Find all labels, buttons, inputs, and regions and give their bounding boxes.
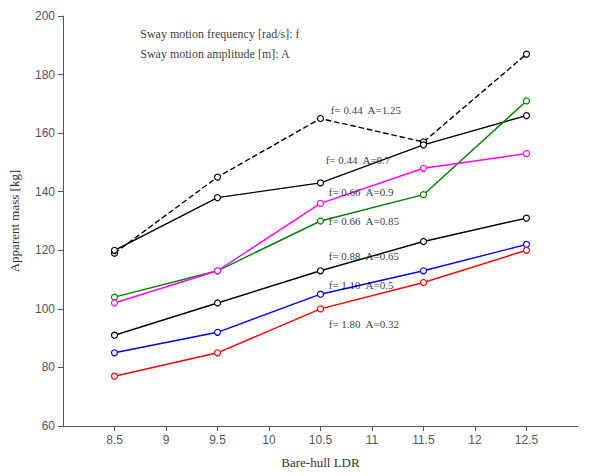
svg-text:9.5: 9.5	[209, 433, 226, 447]
svg-text:12: 12	[468, 433, 482, 447]
svg-text:f= 0.66 A=0.85: f= 0.66 A=0.85	[329, 215, 400, 227]
svg-text:180: 180	[35, 68, 55, 82]
svg-text:f= 0.66 A=0.9: f= 0.66 A=0.9	[329, 186, 394, 198]
svg-text:9: 9	[163, 433, 170, 447]
svg-text:f= 0.88 A=0.65: f= 0.88 A=0.65	[329, 250, 400, 262]
svg-text:f= 1.10 A=0.5: f= 1.10 A=0.5	[329, 279, 394, 291]
svg-text:Sway motion amplitude [m]: A: Sway motion amplitude [m]: A	[140, 47, 290, 61]
svg-text:8.5: 8.5	[106, 433, 123, 447]
svg-text:10: 10	[262, 433, 276, 447]
svg-text:f= 0.44 A=1.25: f= 0.44 A=1.25	[331, 104, 402, 116]
svg-text:10.5: 10.5	[309, 433, 333, 447]
svg-text:11.5: 11.5	[412, 433, 435, 447]
svg-text:Bare-hull LDR: Bare-hull LDR	[281, 455, 360, 470]
svg-text:200: 200	[35, 9, 55, 23]
svg-text:60: 60	[42, 419, 56, 433]
svg-text:Apparent mass [kg]: Apparent mass [kg]	[7, 170, 22, 273]
svg-text:f= 0.44 A=0.7: f= 0.44 A=0.7	[326, 154, 391, 166]
svg-text:12.5: 12.5	[515, 433, 539, 447]
svg-text:Sway motion frequency [rad/s]:: Sway motion frequency [rad/s]: f	[140, 27, 299, 41]
svg-text:100: 100	[35, 302, 55, 316]
svg-text:11: 11	[366, 433, 379, 447]
svg-text:120: 120	[35, 243, 55, 257]
svg-text:140: 140	[35, 185, 55, 199]
svg-text:80: 80	[42, 360, 56, 374]
svg-text:f= 1.80 A=0.32: f= 1.80 A=0.32	[329, 318, 399, 330]
svg-text:160: 160	[35, 126, 55, 140]
